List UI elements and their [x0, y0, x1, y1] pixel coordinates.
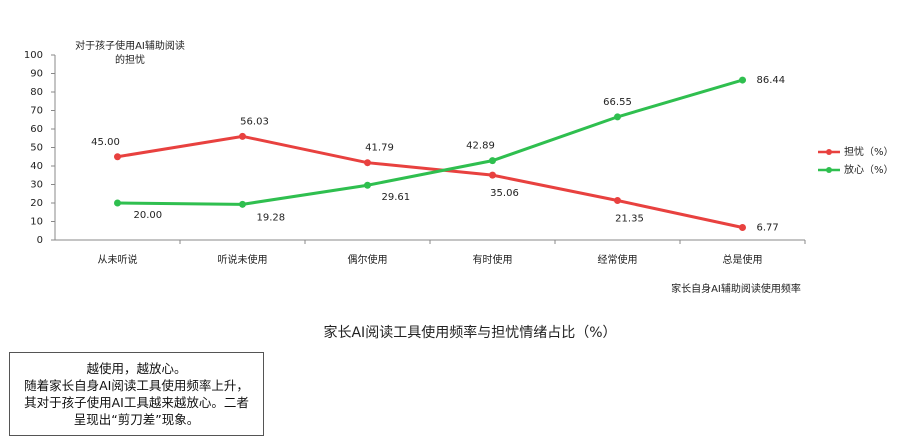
note-line: 其对于孩子使用AI工具越来越放心。二者	[24, 395, 249, 410]
x-tick-label: 从未听说	[98, 253, 138, 266]
data-label: 45.00	[91, 137, 120, 148]
data-label: 6.77	[757, 222, 779, 233]
data-label: 41.79	[365, 143, 394, 154]
x-axis-label: 家长自身AI辅助阅读使用频率	[671, 282, 801, 295]
legend-marker	[826, 167, 832, 173]
data-label: 35.06	[490, 188, 519, 199]
line	[117, 78, 743, 206]
x-tick-label: 总是使用	[723, 253, 763, 266]
y-tick-label: 40	[30, 161, 43, 172]
legend-label: 放心（%）	[844, 163, 894, 176]
data-label: 21.35	[615, 214, 644, 225]
x-tick-label: 听说未使用	[218, 253, 268, 266]
legend-marker	[826, 149, 832, 155]
note-line: 随着家长自身AI阅读工具使用频率上升，	[24, 378, 249, 393]
y-tick-label: 100	[24, 50, 43, 61]
data-label: 20.00	[134, 210, 163, 221]
data-label: 56.03	[240, 116, 269, 127]
y-tick-label: 30	[30, 180, 43, 191]
data-label: 29.61	[382, 192, 411, 203]
point	[489, 171, 496, 179]
y-tick-label: 90	[30, 69, 43, 80]
note-line: 呈现出“剪刀差”现象。	[73, 412, 200, 427]
y-tick-label: 80	[30, 87, 43, 98]
data-label: 42.89	[466, 141, 495, 152]
note-line: 越使用，越放心。	[86, 361, 187, 376]
point	[239, 132, 246, 140]
y-tick-label: 60	[30, 124, 43, 135]
y-tick-label: 70	[30, 106, 43, 117]
line	[117, 134, 743, 229]
x-tick-label: 偶尔使用	[348, 253, 388, 266]
point	[239, 200, 246, 208]
y-tick-label: 0	[37, 235, 43, 246]
point	[614, 113, 621, 121]
data-label: 19.28	[257, 212, 286, 223]
point	[489, 157, 496, 165]
chart-title: 家长AI阅读工具使用频率与担忧情绪占比（%）	[323, 324, 616, 341]
y-axis-label: 的担忧	[115, 53, 145, 66]
note-box: 越使用，越放心。随着家长自身AI阅读工具使用频率上升， 其对于孩子使用AI工具越来…	[9, 352, 264, 436]
x-tick-label: 有时使用	[473, 253, 513, 266]
y-tick-label: 20	[30, 198, 43, 209]
point	[364, 159, 371, 167]
data-label: 86.44	[757, 75, 786, 86]
y-axis-label: 对于孩子使用AI辅助阅读	[75, 39, 185, 52]
point	[739, 223, 746, 231]
point	[114, 153, 121, 161]
point	[614, 197, 621, 205]
point	[739, 76, 746, 84]
data-label: 66.55	[603, 97, 632, 108]
y-tick-label: 10	[30, 217, 43, 228]
point	[114, 199, 121, 207]
legend-label: 担忧（%）	[844, 145, 894, 158]
x-tick-label: 经常使用	[598, 253, 638, 266]
point	[364, 181, 371, 189]
y-tick-label: 50	[30, 143, 43, 154]
